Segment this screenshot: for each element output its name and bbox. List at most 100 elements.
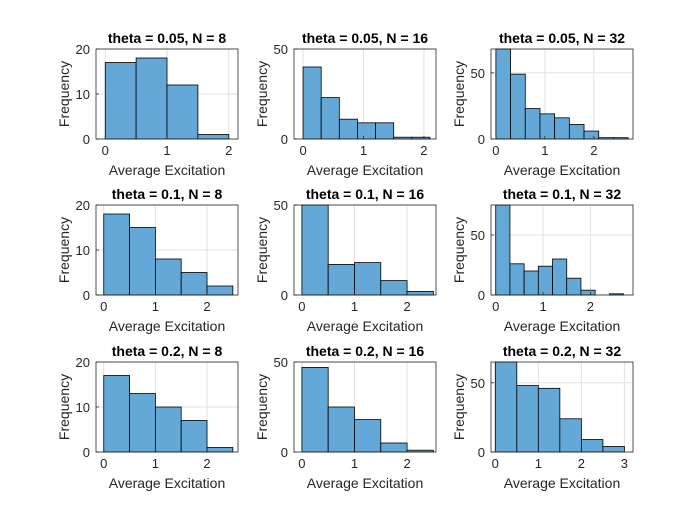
histogram-bar xyxy=(357,122,376,140)
panel-title: theta = 0.1, N = 32 xyxy=(503,186,621,202)
histogram-bar xyxy=(104,62,137,140)
histogram-panel-8: 0 1 2 0 50 theta = 0.2, N = 16 Average Excitat… xyxy=(254,343,437,491)
histogram-bar xyxy=(537,387,561,453)
histogram-bar xyxy=(180,272,208,296)
x-axis-label: Average Excitation xyxy=(307,475,423,491)
histogram-panel-5: 0 1 2 0 50 theta = 0.1, N = 16 Average Excitat… xyxy=(254,186,437,334)
x-tick-label: 1 xyxy=(163,143,170,158)
x-tick-label: 0 xyxy=(100,456,107,471)
axes-box xyxy=(490,361,634,453)
histogram-bar xyxy=(406,290,434,296)
y-tick-label: 50 xyxy=(471,66,485,81)
y-tick-label: 0 xyxy=(281,288,288,303)
x-tick-label: 2 xyxy=(590,143,597,158)
histogram-bar xyxy=(338,118,358,140)
histogram-bar xyxy=(154,258,182,296)
x-tick-label: 2 xyxy=(403,456,410,471)
histogram-bar xyxy=(154,406,182,453)
panel-title: theta = 0.05, N = 16 xyxy=(302,30,428,46)
histogram-bar xyxy=(206,285,234,296)
histogram-bar xyxy=(327,263,355,296)
histogram-bar xyxy=(510,73,526,140)
histogram-bar xyxy=(129,227,156,296)
histogram-bar xyxy=(180,420,208,453)
histogram-bar xyxy=(166,84,199,140)
x-tick-label: 2 xyxy=(578,456,585,471)
x-tick-label: 0 xyxy=(492,299,499,314)
x-tick-label: 0 xyxy=(299,143,306,158)
x-tick-label: 1 xyxy=(152,299,159,314)
x-tick-label: 0 xyxy=(492,456,499,471)
histogram-bar xyxy=(135,57,168,140)
histogram-bar xyxy=(566,277,582,296)
y-tick-label: 50 xyxy=(274,355,288,370)
x-axis-label: Average Excitation xyxy=(504,475,620,491)
x-tick-label: 1 xyxy=(152,456,159,471)
histogram-bar xyxy=(568,124,585,140)
histogram-bar xyxy=(554,117,570,140)
y-tick-label: 20 xyxy=(76,355,90,370)
y-axis-label: Frequency xyxy=(56,61,72,127)
y-tick-label: 10 xyxy=(76,87,90,102)
x-tick-label: 2 xyxy=(420,143,427,158)
histogram-panel-2: 0 1 2 0 50 theta = 0.05, N = 16 Average Excita… xyxy=(254,30,437,178)
panel-title: theta = 0.2, N = 32 xyxy=(503,343,621,359)
histogram-bar xyxy=(129,393,156,453)
y-tick-label: 0 xyxy=(478,132,485,147)
histogram-bar xyxy=(375,122,395,140)
x-tick-label: 2 xyxy=(403,299,410,314)
y-axis-label: Frequency xyxy=(56,217,72,283)
histogram-bar xyxy=(103,375,130,453)
y-tick-label: 10 xyxy=(76,400,90,415)
x-tick-label: 2 xyxy=(203,456,210,471)
y-tick-label: 10 xyxy=(76,243,90,258)
panel-title: theta = 0.1, N = 8 xyxy=(112,186,223,202)
y-tick-label: 50 xyxy=(471,376,485,391)
y-tick-label: 0 xyxy=(83,288,90,303)
y-tick-label: 50 xyxy=(471,228,485,243)
y-tick-label: 20 xyxy=(76,198,90,213)
y-axis-label: Frequency xyxy=(451,217,467,283)
x-tick-label: 0 xyxy=(102,143,109,158)
x-axis-label: Average Excitation xyxy=(109,162,225,178)
histogram-bar xyxy=(206,447,234,453)
histogram-bar xyxy=(539,113,556,140)
panel-title: theta = 0.05, N = 32 xyxy=(499,30,625,46)
y-tick-label: 50 xyxy=(274,198,288,213)
histogram-bar xyxy=(197,134,230,140)
histogram-bar xyxy=(354,262,382,296)
x-tick-label: 1 xyxy=(541,143,548,158)
histogram-bar xyxy=(327,406,355,453)
histogram-bar xyxy=(495,204,511,296)
histogram-panel-9: 0 1 2 3 0 50 theta = 0.2, N = 32 Average Excita… xyxy=(451,343,634,491)
x-tick-label: 0 xyxy=(298,456,305,471)
histogram-bar xyxy=(602,446,625,453)
x-tick-label: 1 xyxy=(539,299,546,314)
histogram-bar xyxy=(516,385,539,453)
y-tick-label: 0 xyxy=(281,132,288,147)
y-axis-label: Frequency xyxy=(56,374,72,440)
x-axis-label: Average Excitation xyxy=(109,318,225,334)
x-axis-label: Average Excitation xyxy=(109,475,225,491)
y-tick-label: 20 xyxy=(76,42,90,57)
histogram-panel-3: 0 1 2 0 50 theta = 0.05, N = 32 Average Excita… xyxy=(451,30,634,178)
y-axis-label: Frequency xyxy=(451,61,467,127)
panel-title: theta = 0.05, N = 8 xyxy=(108,30,226,46)
x-axis-label: Average Excitation xyxy=(504,318,620,334)
y-axis-label: Frequency xyxy=(254,61,270,127)
x-tick-label: 1 xyxy=(351,299,358,314)
y-axis-label: Frequency xyxy=(254,217,270,283)
y-tick-label: 0 xyxy=(83,132,90,147)
y-axis-label: Frequency xyxy=(254,374,270,440)
histogram-bar xyxy=(583,130,600,140)
histogram-bar xyxy=(509,263,525,296)
y-tick-label: 50 xyxy=(274,42,288,57)
histogram-bar xyxy=(552,258,568,296)
x-tick-label: 3 xyxy=(621,456,628,471)
histogram-bar xyxy=(537,265,553,296)
histogram-bar xyxy=(524,108,541,140)
histogram-bar xyxy=(320,97,340,140)
